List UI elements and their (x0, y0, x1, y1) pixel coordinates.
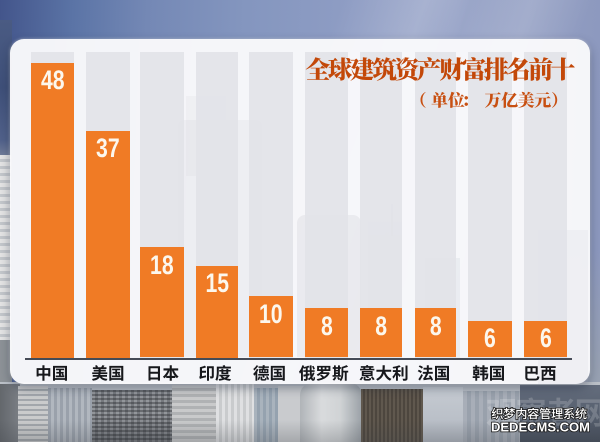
svg-text:DEDECMS.COM: DEDECMS.COM (491, 420, 590, 435)
